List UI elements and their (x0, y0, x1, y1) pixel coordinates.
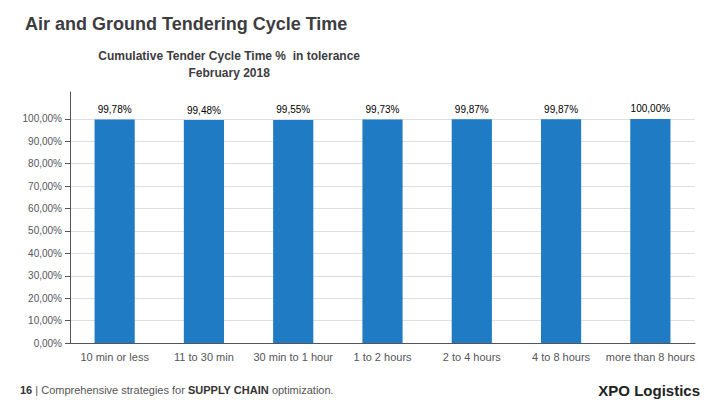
svg-text:SUPPLY CHAIN: SUPPLY CHAIN (188, 384, 269, 396)
svg-text:30,00%: 30,00% (28, 270, 62, 281)
svg-text:100,00%: 100,00% (631, 103, 671, 114)
svg-text:0,00%: 0,00% (34, 338, 62, 349)
svg-text:2 to 4 hours: 2 to 4 hours (443, 351, 502, 363)
svg-text:XPO: XPO (598, 382, 630, 399)
svg-text:99,73%: 99,73% (366, 104, 400, 115)
svg-text:optimization.: optimization. (272, 384, 334, 396)
svg-text:Air and Ground Tendering Cycle: Air and Ground Tendering Cycle Time (25, 14, 347, 34)
svg-text:February 2018: February 2018 (188, 66, 270, 80)
svg-text:Comprehensive strategies for: Comprehensive strategies for (41, 384, 185, 396)
svg-text:99,87%: 99,87% (544, 104, 578, 115)
svg-text:80,00%: 80,00% (28, 158, 62, 169)
svg-text:20,00%: 20,00% (28, 293, 62, 304)
svg-text:100,00%: 100,00% (23, 113, 63, 124)
svg-text:50,00%: 50,00% (28, 225, 62, 236)
svg-text:10,00%: 10,00% (28, 315, 62, 326)
svg-text:4 to 8 hours: 4 to 8 hours (532, 351, 591, 363)
svg-text:99,48%: 99,48% (187, 105, 221, 116)
svg-text:90,00%: 90,00% (28, 136, 62, 147)
svg-text:30 min to 1 hour: 30 min to 1 hour (253, 351, 333, 363)
svg-text:10 min or less: 10 min or less (80, 351, 149, 363)
svg-text:16: 16 (20, 384, 32, 396)
svg-text:60,00%: 60,00% (28, 203, 62, 214)
svg-text:99,55%: 99,55% (276, 104, 310, 115)
svg-text:11 to 30 min: 11 to 30 min (174, 351, 234, 363)
svg-text:40,00%: 40,00% (28, 248, 62, 259)
svg-text:99,78%: 99,78% (98, 104, 132, 115)
svg-text:Logistics: Logistics (634, 382, 700, 399)
svg-text:70,00%: 70,00% (28, 181, 62, 192)
svg-text:more than 8 hours: more than 8 hours (606, 351, 696, 363)
svg-text:99,87%: 99,87% (455, 104, 489, 115)
svg-text:Cumulative Tender Cycle Time %: Cumulative Tender Cycle Time % in tolera… (98, 49, 360, 63)
svg-text:1 to 2 hours: 1 to 2 hours (353, 351, 412, 363)
